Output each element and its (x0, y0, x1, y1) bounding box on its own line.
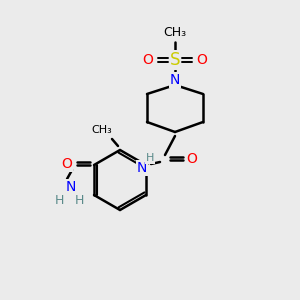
Text: CH₃: CH₃ (164, 26, 187, 38)
Text: O: O (196, 53, 207, 67)
Text: N: N (170, 73, 180, 87)
Text: S: S (170, 51, 180, 69)
Text: N: N (66, 180, 76, 194)
Text: H: H (74, 194, 84, 208)
Text: O: O (61, 157, 73, 171)
Text: O: O (187, 152, 197, 166)
Text: O: O (142, 53, 153, 67)
Text: CH₃: CH₃ (92, 125, 112, 135)
Text: H: H (146, 153, 154, 163)
Text: N: N (137, 161, 147, 175)
Text: H: H (54, 194, 64, 208)
